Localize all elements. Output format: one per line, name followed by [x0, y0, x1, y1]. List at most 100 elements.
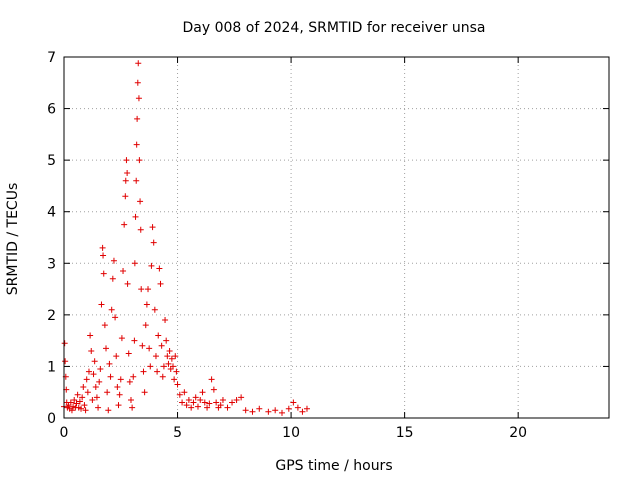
data-point	[113, 353, 120, 360]
data-point	[219, 396, 226, 403]
data-point	[147, 363, 154, 370]
data-point	[173, 368, 180, 375]
y-tick-label: 0	[47, 411, 56, 427]
data-point	[168, 355, 175, 362]
data-point	[104, 389, 111, 396]
data-point	[84, 389, 91, 396]
data-point	[61, 340, 68, 347]
data-point	[88, 347, 95, 354]
data-point	[201, 399, 208, 406]
data-point	[285, 405, 292, 412]
data-point	[67, 399, 74, 406]
data-point	[92, 384, 99, 391]
data-point	[204, 404, 211, 411]
data-point	[126, 378, 133, 385]
data-point	[137, 198, 144, 205]
data-point	[188, 404, 195, 411]
data-point	[174, 381, 181, 388]
data-point	[108, 306, 115, 313]
y-tick-label: 2	[47, 308, 56, 324]
data-point	[89, 396, 96, 403]
data-point	[76, 398, 83, 405]
y-tick-label: 5	[47, 153, 56, 169]
data-point	[68, 407, 75, 414]
data-point	[279, 409, 285, 416]
data-point	[122, 177, 129, 184]
data-point	[156, 265, 163, 272]
data-point	[130, 373, 137, 380]
data-point	[303, 405, 310, 412]
data-point	[197, 396, 204, 403]
data-point	[87, 332, 94, 339]
data-point	[171, 376, 178, 383]
data-point	[192, 394, 199, 401]
data-point	[141, 389, 148, 396]
y-axis-label: SRMTID / TECUs	[5, 183, 21, 296]
data-point	[121, 221, 128, 228]
data-point	[124, 170, 131, 177]
data-point	[73, 400, 80, 407]
data-point	[103, 345, 110, 352]
data-point	[155, 332, 162, 339]
data-point	[217, 402, 224, 409]
data-point	[105, 407, 112, 414]
data-point	[95, 404, 102, 411]
data-point	[62, 358, 69, 365]
data-point	[139, 342, 146, 349]
data-point	[96, 378, 103, 385]
data-point	[164, 353, 171, 360]
data-point	[183, 402, 190, 409]
data-point	[134, 115, 141, 122]
data-point	[93, 394, 100, 401]
data-point	[157, 280, 164, 287]
data-point	[115, 402, 122, 409]
x-tick-label: 0	[60, 425, 69, 441]
data-point	[213, 399, 220, 406]
data-point	[82, 407, 89, 414]
data-point	[172, 353, 179, 360]
data-point	[131, 337, 138, 344]
y-tick-label: 6	[47, 102, 56, 118]
data-point	[206, 400, 213, 407]
y-tick-label: 1	[47, 359, 56, 375]
data-point	[179, 399, 186, 406]
data-point	[256, 405, 263, 412]
data-point	[109, 275, 116, 282]
data-point	[242, 407, 249, 414]
data-point	[229, 399, 236, 406]
data-point	[151, 306, 158, 313]
data-point	[190, 399, 197, 406]
data-point	[112, 314, 119, 321]
data-point	[116, 391, 123, 398]
data-point	[135, 95, 142, 102]
data-point	[80, 384, 87, 391]
data-point	[194, 403, 201, 410]
data-point	[124, 280, 131, 287]
data-point	[152, 353, 159, 360]
data-point	[85, 368, 92, 375]
data-point	[137, 226, 144, 233]
x-tick-label: 10	[282, 425, 300, 441]
data-point	[114, 384, 121, 391]
data-point	[83, 376, 90, 383]
data-point	[233, 396, 240, 403]
data-point	[142, 322, 149, 329]
data-point	[133, 141, 140, 148]
data-point	[123, 157, 130, 164]
data-point	[79, 394, 86, 401]
data-point	[78, 405, 85, 412]
y-tick-label: 3	[47, 256, 56, 272]
data-point	[159, 373, 166, 380]
data-point	[129, 404, 136, 411]
data-point	[107, 373, 114, 380]
data-point	[99, 244, 106, 251]
data-point	[294, 404, 301, 411]
data-point	[181, 389, 188, 396]
data-point	[140, 368, 147, 375]
data-point	[158, 342, 165, 349]
data-point	[133, 177, 140, 184]
data-point	[162, 317, 169, 324]
data-point	[100, 252, 107, 259]
data-point	[290, 399, 297, 406]
